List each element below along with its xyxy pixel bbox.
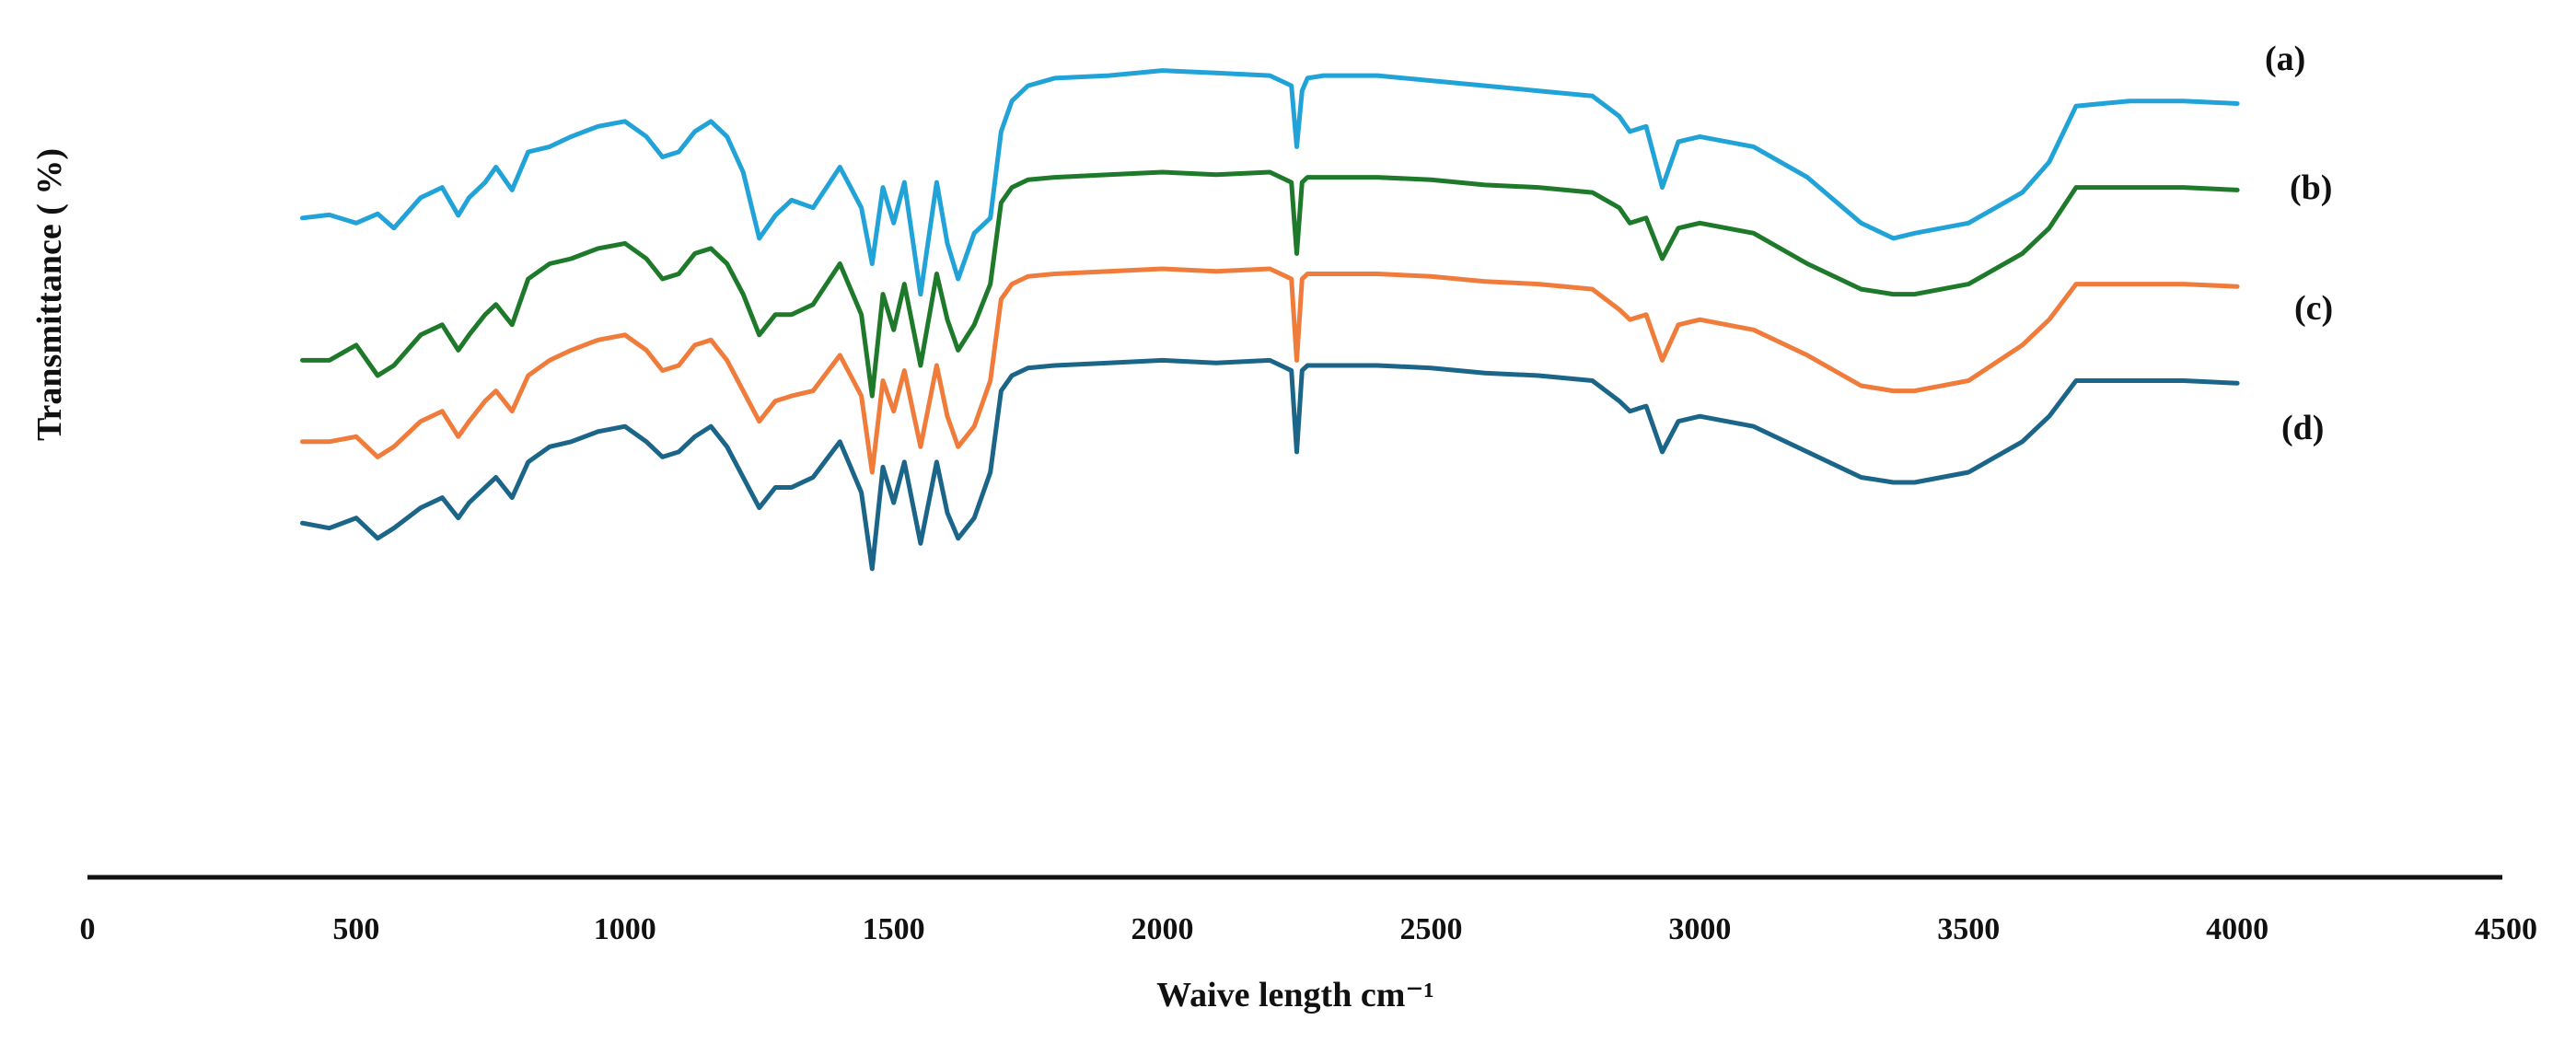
series-line-4: [300, 357, 2240, 572]
x-tick-label: 0: [80, 912, 96, 946]
x-tick-label: 500: [332, 912, 379, 946]
series-line-3: [300, 266, 2240, 475]
y-axis-title: Transmittance ( %): [30, 148, 69, 441]
series-label-2: (b): [2290, 168, 2332, 207]
x-tick-label: 3500: [1937, 912, 2000, 946]
series-lines-group: [300, 68, 2240, 572]
x-tick-label: 1500: [863, 912, 925, 946]
x-tick-label: 3000: [1668, 912, 1731, 946]
x-tick-label: 2000: [1131, 912, 1194, 946]
series-label-3: (c): [2294, 289, 2333, 328]
x-tick-label: 2500: [1399, 912, 1462, 946]
x-tick-label: 4000: [2206, 912, 2269, 946]
series-line-1: [300, 68, 2240, 297]
series-line-2: [300, 169, 2240, 399]
series-label-1: (a): [2265, 40, 2305, 78]
x-axis-title: Waive length cm⁻¹: [1156, 976, 1434, 1014]
x-tick-labels-group: 0 500 1000 1500 2000 2500 3000 3500 4000 4500: [80, 912, 2538, 946]
x-tick-label: 1000: [594, 912, 656, 946]
series-label-4: (d): [2281, 409, 2324, 447]
series-labels-group: (a) (b) (c) (d): [2265, 40, 2333, 447]
x-tick-label: 4500: [2475, 912, 2537, 946]
